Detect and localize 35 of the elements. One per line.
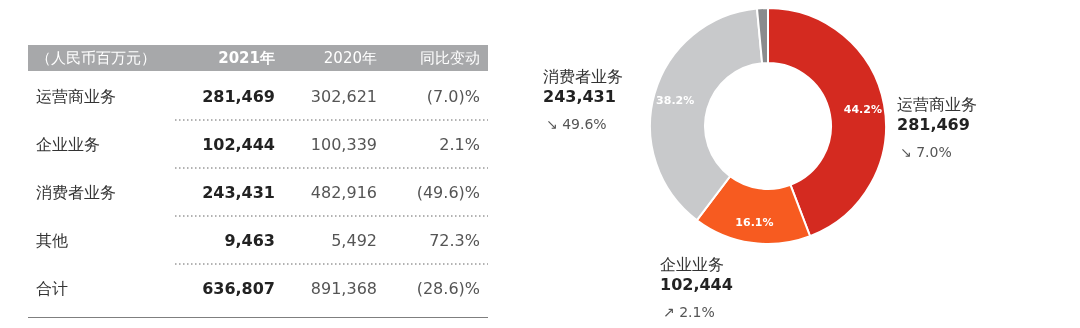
data-label: 9,463 (224, 231, 275, 250)
category-label: 其他 (36, 231, 68, 250)
data-label: 5,492 (331, 231, 377, 250)
data-label: 281,469 (202, 87, 275, 106)
category-label: 企业业务 (36, 135, 100, 154)
data-label: (7.0)% (426, 87, 480, 106)
data-label: (49.6)% (416, 183, 480, 202)
text: 16.1% (735, 215, 774, 229)
slice-label: 运营商业务 (897, 95, 977, 114)
data-label: 636,807 (202, 279, 275, 298)
category-label: 运营商业务 (36, 87, 116, 106)
text: 2020年 (323, 49, 377, 67)
text: ↘ 49.6% (546, 116, 607, 132)
text: （人民币百万元） (36, 49, 156, 67)
data-label: 243,431 (202, 183, 275, 202)
text: 44.2% (843, 102, 882, 116)
data-label: 100,339 (310, 135, 377, 154)
data-label: 72.3% (429, 231, 480, 250)
data-label: 102,444 (660, 275, 733, 294)
slice-label: 消费者业务 (543, 67, 623, 86)
data-label: (28.6)% (416, 279, 480, 298)
data-label: 102,444 (202, 135, 275, 154)
data-label: 243,431 (543, 87, 616, 106)
data-label: 891,368 (310, 279, 377, 298)
data-label: 2.1% (439, 135, 480, 154)
category-label: 消费者业务 (36, 183, 116, 202)
category-label: 合计 (36, 279, 68, 298)
slice-label: 企业业务 (660, 255, 724, 274)
text: 2021年 (218, 49, 275, 67)
data-label: 302,621 (310, 87, 377, 106)
text: ↗ 2.1% (663, 304, 715, 320)
text: ↘ 7.0% (900, 144, 952, 160)
data-label: 482,916 (310, 183, 377, 202)
text: 同比变动 (420, 49, 480, 67)
data-label: 281,469 (897, 115, 970, 134)
